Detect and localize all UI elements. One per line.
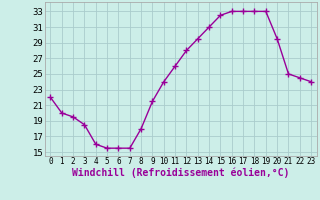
X-axis label: Windchill (Refroidissement éolien,°C): Windchill (Refroidissement éolien,°C) — [72, 168, 290, 178]
